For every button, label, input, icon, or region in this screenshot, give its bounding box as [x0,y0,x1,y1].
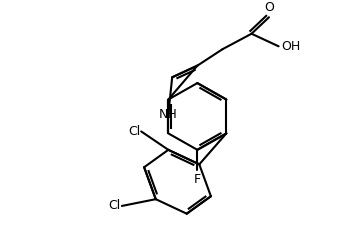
Text: Cl: Cl [109,199,121,212]
Text: F: F [194,173,201,186]
Text: NH: NH [159,108,178,121]
Text: OH: OH [282,40,301,53]
Text: Cl: Cl [128,125,140,138]
Text: O: O [264,1,274,14]
